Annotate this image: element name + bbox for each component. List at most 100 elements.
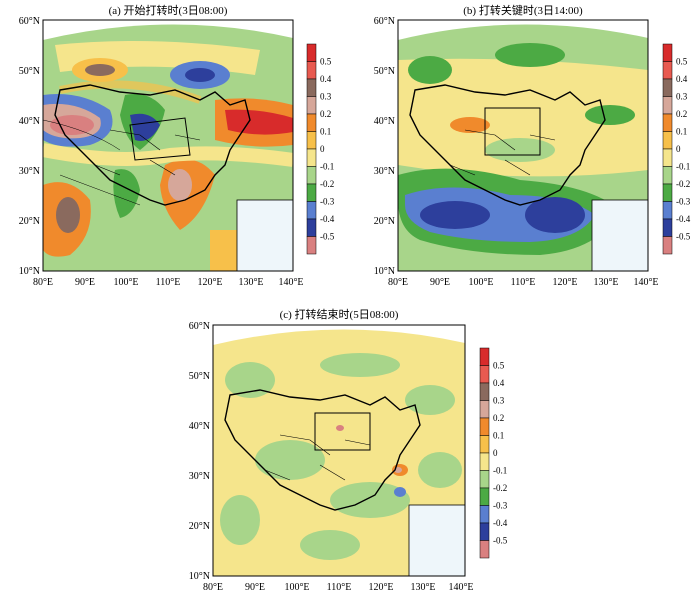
panel-c-lat-30: 30°N (189, 471, 210, 482)
panel-c-lat-20: 20°N (189, 521, 210, 532)
colorbar-label: 0.1 (493, 431, 504, 441)
panel-c-lat-40: 40°N (189, 421, 210, 432)
colorbar-label: -0.3 (320, 197, 335, 207)
panel-b-lon-80: 80°E (388, 277, 408, 288)
colorbar-swatch (662, 218, 673, 237)
colorbar-label: -0.5 (493, 536, 508, 546)
colorbar-swatch (306, 148, 317, 167)
colorbar-label: 0.5 (493, 361, 505, 371)
panel-b-lon-100: 100°E (468, 277, 493, 288)
colorbar-swatch (479, 382, 490, 401)
panel-a-frame (42, 19, 294, 272)
colorbar-swatch (662, 148, 673, 167)
panel-a-lon-100: 100°E (113, 277, 138, 288)
panel-a-lat-10: 10°N (19, 266, 40, 277)
colorbar-label: 0 (493, 448, 498, 458)
colorbar-swatch (479, 540, 490, 559)
colorbar-label: 0.5 (676, 57, 688, 67)
colorbar-label: -0.5 (320, 232, 335, 242)
panel-b-title: (b) 打转关键时(3日14:00) (463, 3, 583, 17)
colorbar-label: 0.1 (676, 127, 687, 137)
panel-c-lat-10: 10°N (189, 571, 210, 582)
colorbar-label: 0 (676, 144, 681, 154)
colorbar-swatch (662, 131, 673, 150)
colorbar-swatch (662, 183, 673, 202)
colorbar-swatch (306, 131, 317, 150)
colorbar-swatch (662, 43, 673, 62)
panel-c-lon-120: 120°E (368, 582, 393, 593)
panel-a-lon-110: 110°E (156, 277, 181, 288)
colorbar-swatch (479, 452, 490, 471)
colorbar-label: 0.3 (320, 92, 332, 102)
panel-c: (c) 打转结束时(5日08:00) 60°N 50°N 40°N (189, 307, 508, 593)
colorbar-label: -0.1 (320, 162, 334, 172)
panel-c-lat-axis: 60°N 50°N 40°N 30°N 20°N 10°N (189, 321, 210, 582)
colorbar-label: 0.2 (493, 413, 504, 423)
panel-c-lat-50: 50°N (189, 371, 210, 382)
colorbar-swatch (306, 61, 317, 80)
panel-a-lon-90: 90°E (75, 277, 95, 288)
panel-a-lat-60: 60°N (19, 16, 40, 27)
panel-a-colorbar: 0.5 0.4 0.3 0.2 0.1 0 -0.1 -0.2 -0.3 -0.4 -0.5 (306, 43, 335, 255)
panel-a-field (43, 20, 293, 271)
panel-a-lat-40: 40°N (19, 116, 40, 127)
panel-a-lon-80: 80°E (33, 277, 53, 288)
colorbar-swatch (479, 365, 490, 384)
colorbar-swatch (306, 166, 317, 185)
panel-b-colorbar: 0.5 0.4 0.3 0.2 0.1 0 -0.1 -0.2 -0.3 -0.4 -0.5 (662, 43, 691, 255)
colorbar-swatch (306, 183, 317, 202)
colorbar-label: 0.4 (320, 74, 332, 84)
panel-b-lat-axis: 60°N 50°N 40°N 30°N 20°N 10°N (374, 16, 395, 277)
colorbar-label: -0.5 (676, 232, 691, 242)
colorbar-swatch (662, 61, 673, 80)
panel-a-lat-30: 30°N (19, 166, 40, 177)
colorbar-swatch (662, 113, 673, 132)
panel-b-lat-50: 50°N (374, 66, 395, 77)
panel-c-lon-110: 110°E (327, 582, 352, 593)
panel-a-lon-140: 140°E (278, 277, 303, 288)
colorbar-swatch (662, 201, 673, 220)
panel-c-lon-80: 80°E (203, 582, 223, 593)
panel-c-frame (212, 324, 466, 577)
colorbar-swatch (306, 218, 317, 237)
colorbar-label: 0.5 (320, 57, 332, 67)
panel-c-title: (c) 打转结束时(5日08:00) (280, 307, 399, 321)
panel-c-lon-130: 130°E (410, 582, 435, 593)
panel-b-lat-60: 60°N (374, 16, 395, 27)
colorbar-swatch (306, 113, 317, 132)
colorbar-swatch (479, 400, 490, 419)
panel-c-lon-axis: 80°E 90°E 100°E 110°E 120°E 130°E 140°E (203, 582, 474, 593)
panel-c-lon-90: 90°E (245, 582, 265, 593)
colorbar-label: 0.4 (493, 378, 505, 388)
colorbar-swatch (306, 96, 317, 115)
colorbar-swatch (479, 470, 490, 489)
colorbar-swatch (479, 522, 490, 541)
colorbar-label: 0.1 (320, 127, 331, 137)
panel-b-lon-90: 90°E (430, 277, 450, 288)
colorbar-label: -0.2 (676, 179, 690, 189)
panel-b-field (398, 20, 648, 271)
panel-b-frame (397, 19, 649, 272)
panel-b-lat-40: 40°N (374, 116, 395, 127)
panel-b-lon-axis: 80°E 90°E 100°E 110°E 120°E 130°E 140°E (388, 277, 659, 288)
panel-c-lon-100: 100°E (284, 582, 309, 593)
colorbar-label: -0.4 (493, 518, 508, 528)
colorbar-swatch (479, 505, 490, 524)
colorbar-label: 0 (320, 144, 325, 154)
colorbar-label: -0.4 (676, 214, 691, 224)
colorbar-swatch (662, 78, 673, 97)
panel-b: (b) 打转关键时(3日14:00) 60°N 50°N 40°N 30°N (374, 3, 691, 288)
panel-c-lat-60: 60°N (189, 321, 210, 332)
colorbar-swatch (479, 487, 490, 506)
panel-a-title: (a) 开始打转时(3日08:00) (109, 3, 228, 17)
colorbar-swatch (662, 96, 673, 115)
colorbar-swatch (479, 435, 490, 454)
panel-c-field (213, 325, 465, 576)
panel-a: (a) 开始打转时(3日08:00) (19, 3, 335, 288)
colorbar-label: -0.2 (320, 179, 334, 189)
colorbar-label: 0.3 (493, 396, 505, 406)
panel-a-lat-50: 50°N (19, 66, 40, 77)
colorbar-swatch (306, 78, 317, 97)
colorbar-swatch (306, 43, 317, 62)
colorbar-label: 0.2 (676, 109, 687, 119)
